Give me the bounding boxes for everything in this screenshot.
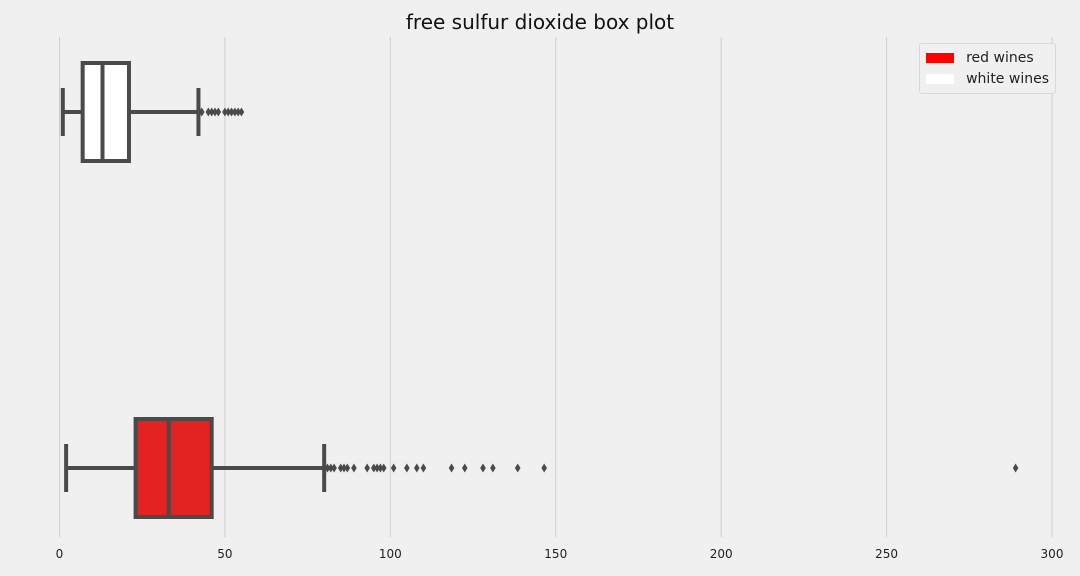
x-tick-label: 100 [379,547,402,561]
outlier-point [341,463,347,473]
x-tick-label: 250 [875,547,898,561]
outlier-point [490,463,496,473]
outlier-point [420,463,427,473]
legend: red wines white wines [919,43,1056,94]
x-tick-label: 300 [1041,547,1064,561]
outlier-point [228,107,235,117]
outlier-point [1012,463,1019,473]
outlier-point [212,107,218,117]
outlier-point [238,107,245,117]
outlier-point [327,463,334,473]
outlier-point [232,107,238,117]
outlier-point [480,463,486,473]
legend-label-red-wines: red wines [966,49,1034,66]
outlier-point [377,463,384,473]
x-tick-label: 0 [56,547,64,561]
outlier-point [514,463,521,473]
outlier-point [390,463,397,473]
grid-lines [59,37,1053,537]
outlier-point [225,107,232,117]
legend-swatch-white [926,73,955,84]
iqr-box [80,61,131,163]
outlier-point [461,463,468,473]
x-tick-label: 150 [544,547,567,561]
legend-item-red-wines: red wines [926,47,1049,68]
legend-item-white-wines: white wines [926,68,1049,89]
outlier-point [414,463,420,473]
outlier-point [324,463,331,473]
outlier-point [215,107,222,117]
outlier-point [364,463,370,473]
outlier-point [448,463,455,473]
outlier-point [198,107,205,117]
outlier-point [374,463,380,473]
outlier-point [208,107,215,117]
outlier-point [351,463,357,473]
outlier-point [344,463,351,473]
x-tick-label: 200 [710,547,733,561]
outlier-point [331,463,337,473]
legend-swatch-red [926,52,955,63]
chart-title: free sulfur dioxide box plot [405,10,675,34]
x-axis-ticks: 0 50 100 150 200 250 300 [56,547,1064,561]
legend-label-white-wines: white wines [966,70,1049,87]
outlier-point [235,107,241,117]
boxplot-red-wines [64,417,1019,519]
boxplot-white-wines [60,61,245,163]
outlier-point [370,463,377,473]
outlier-point [541,463,547,473]
outlier-point [205,107,212,117]
outlier-point [222,107,228,117]
outlier-point [337,463,344,473]
outlier-point [380,463,387,473]
outlier-point [404,463,410,473]
x-tick-label: 50 [217,547,232,561]
box-plots [60,61,1019,519]
iqr-box [133,417,214,519]
